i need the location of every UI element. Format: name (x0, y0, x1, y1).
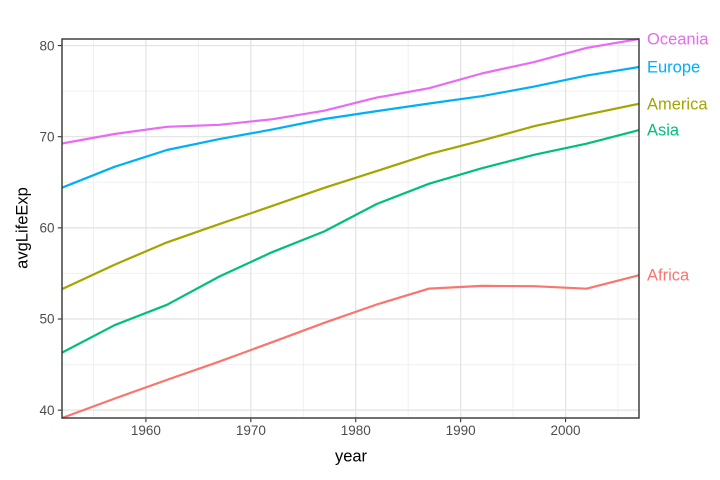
y-tick-label: 60 (39, 221, 54, 236)
panel-border (61, 38, 640, 419)
series-line-africa (61, 274, 640, 420)
y-tick-label: 70 (39, 129, 54, 144)
series-label-asia: Asia (647, 122, 680, 140)
plot-panel (62, 39, 639, 418)
series-label-america: America (647, 95, 708, 113)
y-tick-label: 50 (39, 312, 54, 327)
series-label-europe: Europe (647, 58, 700, 76)
series-line-asia (61, 129, 640, 354)
series-label-africa: Africa (647, 267, 690, 285)
y-tick-label: 40 (39, 403, 54, 418)
x-tick-label: 2000 (551, 423, 581, 438)
x-tick-label: 1980 (341, 423, 371, 438)
x-tick-label: 1960 (131, 423, 161, 438)
series-line-europe (61, 65, 640, 189)
series-label-oceania: Oceania (647, 31, 709, 49)
x-axis-title: year (334, 447, 368, 466)
series-line-america (61, 102, 640, 291)
series-line-oceania (61, 37, 640, 145)
y-tick-label: 80 (39, 38, 54, 53)
x-tick-label: 1970 (236, 423, 266, 438)
y-axis-title: avgLifeExp (13, 187, 32, 269)
x-tick-label: 1990 (446, 423, 476, 438)
